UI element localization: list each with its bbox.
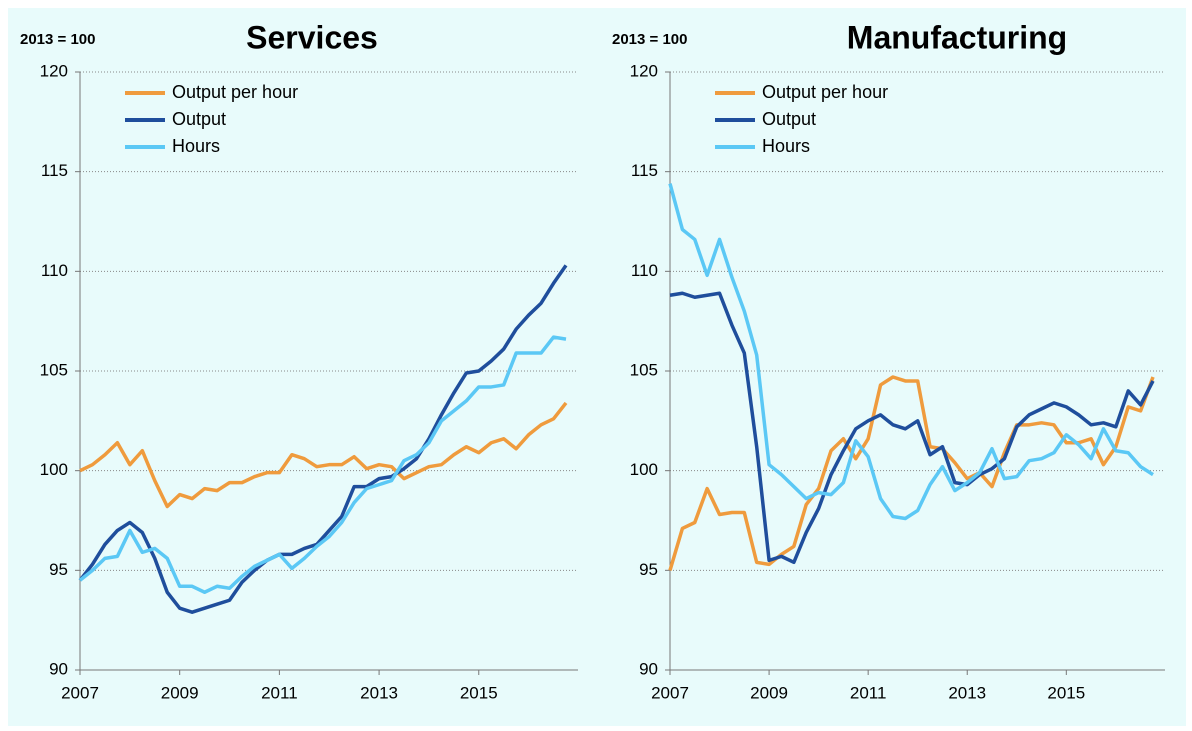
x-tick-label: 2013 — [360, 683, 398, 702]
y-tick-label: 100 — [40, 460, 68, 479]
y-tick-label: 90 — [639, 659, 658, 678]
chart-title: Manufacturing — [847, 19, 1067, 55]
series-line — [79, 401, 568, 509]
y-tick-label: 95 — [49, 560, 68, 579]
series-line — [668, 375, 1155, 571]
y-tick-label: 115 — [631, 161, 658, 180]
legend-label: Output per hour — [172, 82, 298, 102]
y-tick-label: 90 — [49, 659, 68, 678]
y-tick-label: 120 — [40, 61, 68, 80]
series-line — [669, 291, 1155, 565]
legend-label: Output — [762, 109, 816, 129]
legend-label: Hours — [172, 136, 220, 156]
series-line — [78, 264, 568, 614]
chart-title: Services — [246, 19, 378, 55]
y-tick-label: 105 — [630, 360, 658, 379]
unit-label: 2013 = 100 — [20, 31, 96, 48]
y-tick-label: 95 — [639, 560, 658, 579]
x-tick-label: 2011 — [850, 683, 887, 702]
y-tick-label: 105 — [40, 360, 68, 379]
unit-label: 2013 = 100 — [612, 31, 688, 48]
x-tick-label: 2011 — [261, 683, 298, 702]
y-tick-label: 100 — [630, 460, 658, 479]
series-line — [78, 335, 567, 595]
y-tick-label: 120 — [630, 61, 658, 80]
x-tick-label: 2007 — [61, 683, 99, 702]
legend-label: Output — [172, 109, 226, 129]
x-tick-label: 2009 — [161, 683, 199, 702]
x-tick-label: 2015 — [460, 683, 498, 702]
y-tick-label: 110 — [41, 261, 68, 280]
x-tick-label: 2007 — [651, 683, 689, 702]
x-tick-label: 2015 — [1047, 683, 1085, 702]
x-tick-label: 2013 — [948, 683, 986, 702]
x-tick-label: 2009 — [750, 683, 788, 702]
y-tick-label: 115 — [41, 161, 68, 180]
legend-label: Output per hour — [762, 82, 888, 102]
legend-label: Hours — [762, 136, 810, 156]
series-line — [668, 183, 1154, 521]
background — [8, 8, 1186, 726]
y-tick-label: 110 — [631, 261, 658, 280]
